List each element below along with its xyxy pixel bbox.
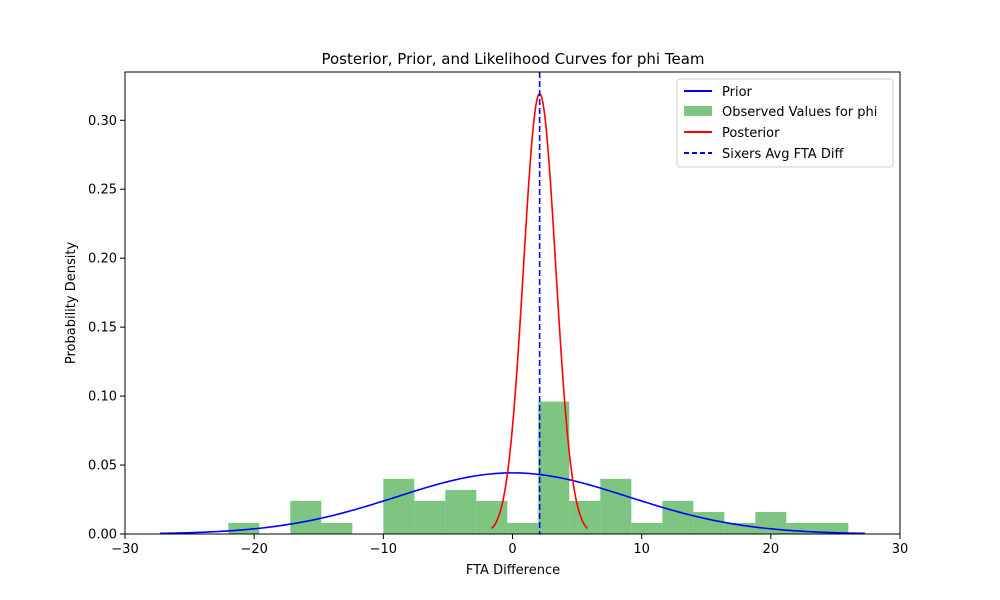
legend: Prior Observed Values for phi Posterior … <box>676 78 894 168</box>
x-tick-label: 30 <box>892 542 909 557</box>
histogram-bar <box>445 489 477 534</box>
y-tick-label: 0.20 <box>88 252 117 267</box>
x-tick-label: 0 <box>508 542 516 557</box>
histogram-bar <box>476 500 508 534</box>
y-tick-label: 0.10 <box>88 390 117 405</box>
legend-box <box>676 78 894 168</box>
histogram-bar <box>662 500 694 534</box>
curve-layer <box>159 72 866 535</box>
x-tick-label: 10 <box>633 542 650 557</box>
x-tick-label: 20 <box>763 542 780 557</box>
histogram-bar <box>755 511 787 534</box>
histogram-bar <box>414 500 446 534</box>
legend-histogram-label: Observed Values for phi <box>722 105 877 120</box>
x-tick-label: −30 <box>111 542 138 557</box>
y-tick-label: 0.05 <box>88 459 117 474</box>
x-axis-label: FTA Difference <box>466 563 560 578</box>
legend-prior-label: Prior <box>722 85 753 100</box>
x-axis: −30 −20 −10 0 10 20 30 <box>111 534 908 557</box>
histogram-bar <box>507 522 539 534</box>
histogram-bar <box>228 522 260 534</box>
histogram-bar <box>786 522 818 534</box>
legend-posterior-label: Posterior <box>722 126 780 141</box>
chart-title: Posterior, Prior, and Likelihood Curves … <box>321 50 704 68</box>
y-axis-label: Probability Density <box>64 242 79 365</box>
legend-vline-label: Sixers Avg FTA Diff <box>722 147 844 162</box>
histogram-bar <box>631 522 663 534</box>
histogram-bar <box>600 478 632 534</box>
histogram-bar <box>321 522 353 534</box>
y-tick-label: 0.25 <box>88 183 117 198</box>
legend-histogram-swatch <box>684 106 712 116</box>
x-tick-label: −10 <box>370 542 397 557</box>
y-tick-label: 0.00 <box>88 528 117 543</box>
histogram-bar <box>817 522 849 534</box>
histogram-layer <box>228 401 849 534</box>
y-axis: 0.00 0.05 0.10 0.15 0.20 0.25 0.30 <box>88 114 125 543</box>
histogram-bar <box>724 522 756 534</box>
histogram-bar <box>538 401 570 534</box>
y-tick-label: 0.30 <box>88 114 117 129</box>
histogram-bar <box>290 500 322 534</box>
x-tick-label: −20 <box>240 542 267 557</box>
prior-curve <box>159 472 866 535</box>
histogram-bar <box>569 500 601 534</box>
y-tick-label: 0.15 <box>88 321 117 336</box>
histogram-bar <box>693 511 725 534</box>
histogram-bar <box>383 478 415 534</box>
